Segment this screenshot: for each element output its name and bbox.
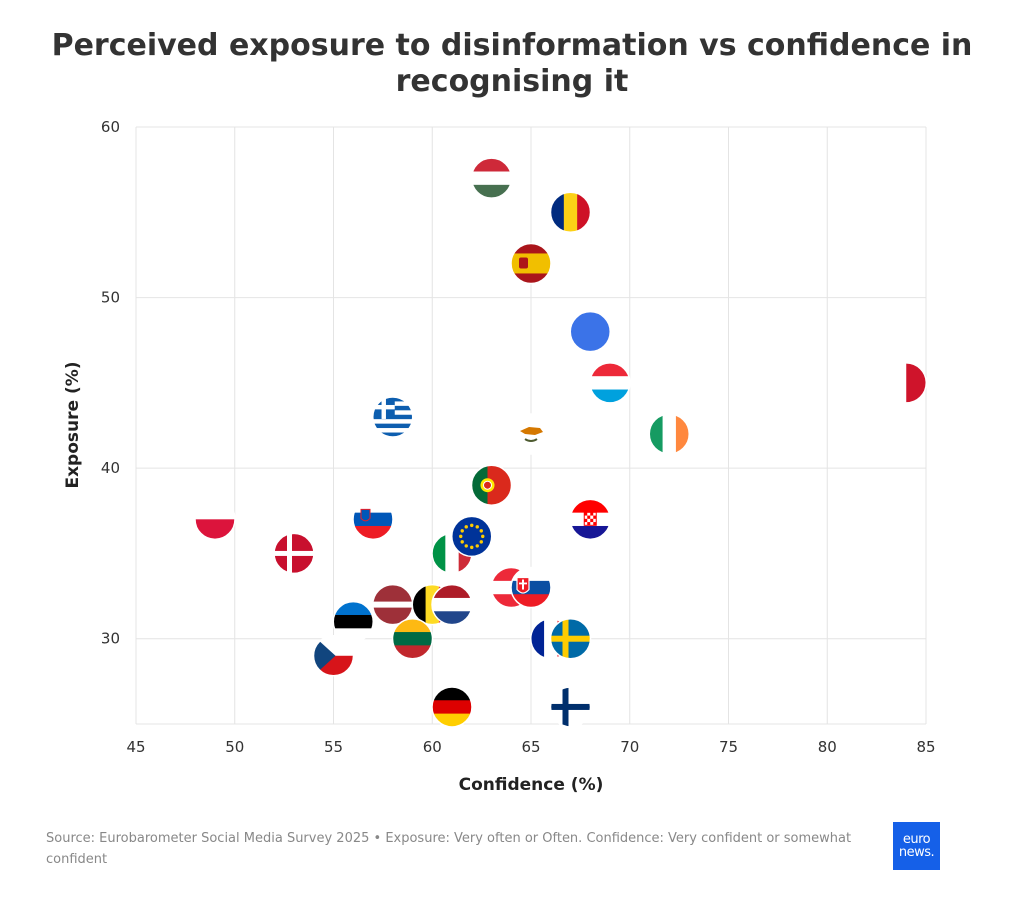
flag-point-luxembourg[interactable] (589, 362, 631, 404)
y-tick-label: 60 (101, 118, 120, 136)
flag-point-denmark[interactable] (273, 532, 315, 575)
x-tick-label: 60 (423, 738, 442, 756)
flag-point-germany[interactable] (431, 686, 473, 728)
x-tick-label: 50 (225, 738, 244, 756)
flag-point-croatia[interactable] (569, 498, 611, 541)
flag-point-netherlands[interactable] (431, 583, 473, 626)
flag-point-lithuania[interactable] (391, 617, 434, 660)
source-note: Source: Eurobarometer Social Media Surve… (46, 831, 852, 867)
flag-point-hungary[interactable] (470, 157, 513, 199)
logo-line-1: euro (902, 832, 931, 847)
flag-point-poland[interactable] (194, 498, 236, 541)
grid-lines (135, 126, 927, 725)
y-tick-label: 40 (101, 459, 120, 477)
euronews-logo: euro news. (893, 822, 940, 870)
flag-point-ireland[interactable] (648, 413, 690, 455)
flag-point-finland[interactable] (549, 686, 592, 728)
x-tick-label: 85 (916, 738, 935, 756)
flag-point-slovakia[interactable] (510, 566, 552, 609)
x-tick-label: 65 (521, 738, 540, 756)
chart-title: Perceived exposure to disinformation vs … (51, 28, 973, 99)
logo-line-2: news. (898, 845, 935, 860)
x-tick-label: 80 (818, 738, 837, 756)
flag-point-plain-blue[interactable] (569, 310, 611, 353)
x-tick-label: 75 (719, 738, 738, 756)
x-axis-title: Confidence (%) (459, 775, 604, 795)
flag-point-romania[interactable] (549, 191, 592, 234)
flag-point-czechia[interactable] (312, 635, 355, 677)
y-tick-label: 30 (101, 630, 120, 648)
flag-point-eu[interactable] (451, 515, 493, 558)
x-tick-label: 70 (620, 738, 639, 756)
flag-point-sweden[interactable] (549, 617, 592, 660)
flag-point-slovenia[interactable] (352, 498, 394, 541)
y-tick-labels: 30 40 50 60 (101, 118, 120, 648)
data-points (194, 157, 927, 728)
x-tick-labels: 45 50 55 60 65 70 75 80 85 (126, 738, 935, 756)
x-tick-label: 45 (126, 738, 145, 756)
flag-point-greece[interactable] (372, 396, 414, 438)
y-axis-title: Exposure (%) (63, 361, 83, 488)
flag-point-estonia[interactable] (332, 600, 374, 643)
x-tick-label: 55 (324, 738, 343, 756)
y-tick-label: 50 (101, 289, 120, 307)
flag-point-portugal[interactable] (470, 464, 513, 506)
flag-point-latvia[interactable] (372, 583, 414, 626)
flag-point-spain[interactable] (510, 242, 552, 285)
flag-point-cyprus[interactable] (510, 413, 552, 455)
flag-point-malta[interactable] (885, 362, 927, 404)
